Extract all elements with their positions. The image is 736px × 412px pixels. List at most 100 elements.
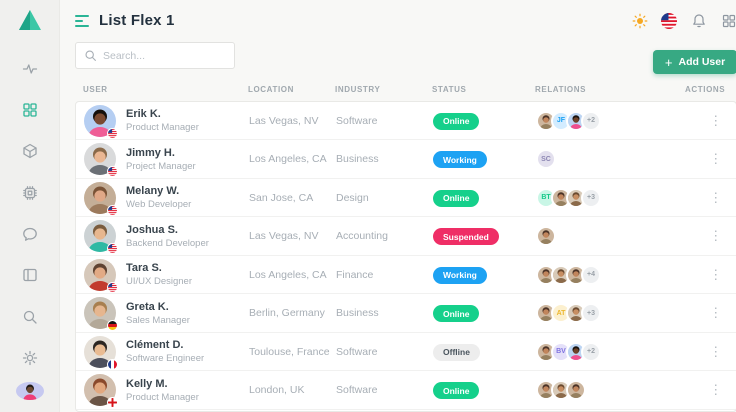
- row-actions-menu-icon[interactable]: ⋮: [709, 343, 723, 359]
- status-badge: Working: [433, 151, 487, 169]
- activity-icon: [22, 64, 37, 74]
- status-badge: Working: [433, 266, 487, 284]
- industry-cell: Business: [336, 307, 379, 320]
- sidebar-item-hardware[interactable]: [13, 183, 47, 202]
- industry-cell: Software: [336, 384, 378, 397]
- user-role: Product Manager: [126, 122, 199, 134]
- row-actions-menu-icon[interactable]: ⋮: [709, 382, 723, 398]
- row-actions-menu-icon[interactable]: ⋮: [709, 266, 723, 282]
- profile-avatar[interactable]: [15, 381, 44, 400]
- add-user-label: Add User: [678, 56, 726, 69]
- sidebar-item-activity[interactable]: [13, 59, 47, 78]
- avatar-photo: [84, 220, 116, 253]
- app-logo[interactable]: [17, 8, 43, 37]
- avatar: [84, 258, 118, 293]
- toolbar: + Add User: [75, 42, 736, 75]
- relations-cell: SC: [536, 149, 686, 170]
- user-role: Sales Manager: [126, 314, 190, 326]
- avatar: [84, 220, 118, 255]
- user-name: Kelly M.: [126, 377, 168, 390]
- table-row[interactable]: Tara S. UI/UX Designer Los Angeles, CA F…: [76, 256, 736, 295]
- plus-icon: +: [664, 54, 673, 70]
- table-body: Erik K. Product Manager Las Vegas, NV So…: [75, 100, 736, 412]
- location-cell: Los Angeles, CA: [249, 268, 327, 281]
- industry-cell: Software: [336, 345, 378, 358]
- location-cell: San Jose, CA: [249, 191, 314, 204]
- row-actions-menu-icon[interactable]: ⋮: [709, 228, 723, 244]
- flag-badge-icon: [107, 166, 118, 178]
- relation-more-count: +2: [581, 110, 601, 131]
- location-cell: Berlin, Germany: [249, 307, 325, 320]
- avatar: [84, 104, 118, 139]
- main-content: List Flex 1: [60, 0, 736, 412]
- add-user-button[interactable]: + Add User: [652, 50, 736, 75]
- search-input[interactable]: [103, 49, 226, 62]
- user-role: Web Developer: [126, 199, 192, 211]
- avatar: [84, 374, 118, 409]
- table-header: USER LOCATION INDUSTRY STATUS RELATIONS …: [75, 77, 736, 100]
- status-badge: Online: [433, 189, 480, 207]
- search-icon: [23, 310, 37, 324]
- location-cell: Las Vegas, NV: [249, 230, 319, 243]
- avatar: [84, 297, 118, 332]
- language-flag-us-icon[interactable]: [661, 12, 678, 29]
- user-name: Clément D.: [126, 339, 184, 352]
- industry-cell: Accounting: [336, 230, 388, 243]
- page-title: List Flex 1: [99, 12, 175, 30]
- row-actions-menu-icon[interactable]: ⋮: [709, 112, 723, 128]
- table-row[interactable]: Kelly M. Product Manager London, UK Soft…: [76, 371, 736, 410]
- cube-icon: [22, 144, 37, 159]
- relation-avatar: [551, 380, 571, 401]
- row-actions-menu-icon[interactable]: ⋮: [709, 189, 723, 205]
- user-role: Product Manager: [126, 391, 199, 403]
- row-actions-menu-icon[interactable]: ⋮: [709, 305, 723, 321]
- sidebar-item-layout[interactable]: [13, 266, 47, 285]
- relation-initials: SC: [536, 149, 556, 170]
- sidebar-item-search[interactable]: [13, 307, 47, 326]
- user-name: Jimmy H.: [126, 146, 175, 159]
- sidebar-item-settings[interactable]: [13, 349, 47, 368]
- chat-icon: [22, 227, 37, 241]
- menu-toggle-icon[interactable]: [75, 14, 89, 28]
- sidebar-item-messages[interactable]: [13, 224, 47, 243]
- status-badge: Online: [433, 382, 480, 400]
- flag-badge-icon: [107, 204, 118, 216]
- search-box[interactable]: [75, 42, 235, 70]
- relation-avatar: [566, 380, 586, 401]
- relations-cell: BV +2: [536, 341, 686, 362]
- table-row[interactable]: Jimmy H. Project Manager Los Angeles, CA…: [76, 140, 736, 179]
- column-header-location: LOCATION: [248, 84, 294, 94]
- sidebar-item-dashboard[interactable]: [13, 100, 47, 119]
- avatar-photo: [84, 104, 116, 137]
- user-name: Greta K.: [126, 300, 169, 313]
- avatar: [84, 335, 118, 370]
- location-cell: London, UK: [249, 384, 305, 397]
- triangle-logo-icon: [18, 10, 41, 30]
- industry-cell: Software: [336, 114, 378, 127]
- table-row[interactable]: Clément D. Software Engineer Toulouse, F…: [76, 333, 736, 372]
- relations-cell: BT +3: [536, 187, 686, 208]
- table-row[interactable]: Greta K. Sales Manager Berlin, Germany B…: [76, 294, 736, 333]
- chip-icon: [22, 185, 37, 200]
- table-row[interactable]: Melany W. Web Developer San Jose, CA Des…: [76, 179, 736, 218]
- user-name: Joshua S.: [126, 223, 178, 236]
- notifications-bell-icon[interactable]: [690, 12, 707, 29]
- avatar-photo: [84, 374, 116, 407]
- relations-cell: +4: [536, 264, 686, 285]
- column-header-actions: ACTIONS: [685, 84, 726, 94]
- row-actions-menu-icon[interactable]: ⋮: [709, 151, 723, 167]
- relation-avatar: [566, 303, 586, 324]
- theme-sun-icon[interactable]: [631, 12, 648, 29]
- relation-avatar: [566, 187, 586, 208]
- relations-cell: AT +3: [536, 303, 686, 324]
- apps-grid-icon[interactable]: [720, 12, 736, 29]
- layout-icon: [22, 269, 37, 282]
- sidebar-item-products[interactable]: [13, 142, 47, 161]
- location-cell: Las Vegas, NV: [249, 114, 319, 127]
- settings-gear-icon: [22, 351, 37, 366]
- table-row[interactable]: Joshua S. Backend Developer Las Vegas, N…: [76, 217, 736, 256]
- relation-more-count: +4: [581, 264, 601, 285]
- table-row[interactable]: Erik K. Product Manager Las Vegas, NV So…: [76, 102, 736, 141]
- relations-cell: JF +2: [536, 110, 686, 131]
- column-header-industry: INDUSTRY: [335, 84, 381, 94]
